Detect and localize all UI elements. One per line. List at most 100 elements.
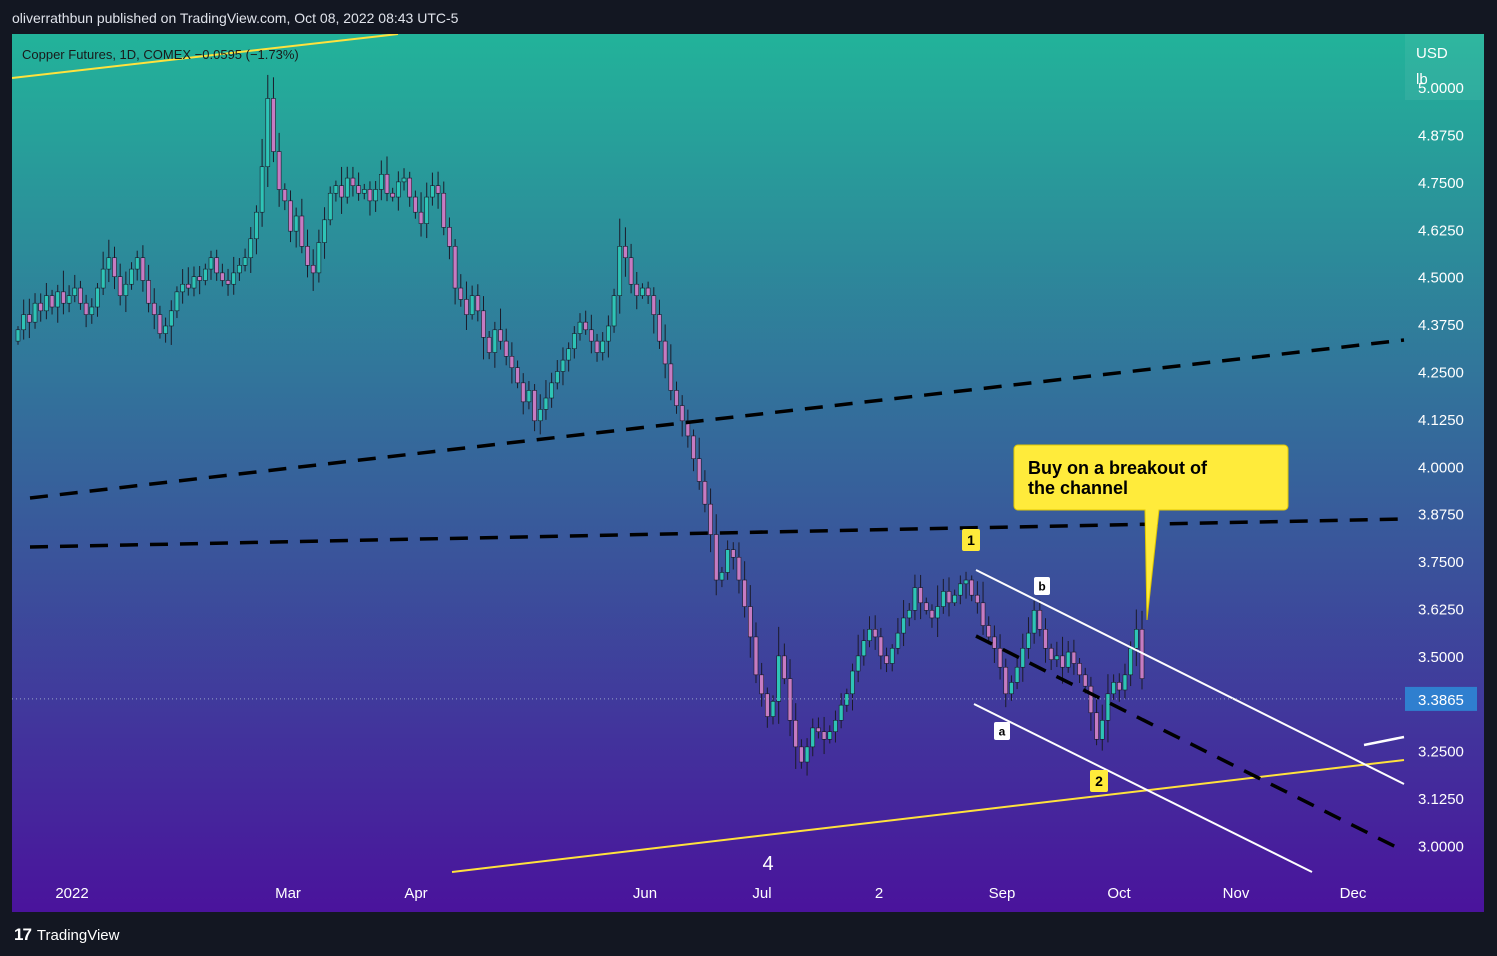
- candle-body: [742, 579, 747, 607]
- candle-body: [918, 587, 923, 604]
- candle-body: [38, 302, 44, 312]
- candle-body: [305, 246, 310, 266]
- candle-body: [15, 329, 21, 342]
- last-price-tag-bg: [1405, 686, 1477, 711]
- candle-body: [583, 321, 588, 331]
- y-tick-label: 4.0000: [1418, 459, 1464, 476]
- candle-body: [1003, 666, 1009, 695]
- candle-body: [867, 629, 872, 641]
- x-tick-label: Dec: [1340, 885, 1367, 902]
- x-tick-label: Apr: [404, 885, 427, 902]
- candle-body: [1065, 651, 1071, 668]
- candle-body: [935, 606, 940, 619]
- candle-body: [469, 295, 475, 315]
- candle-body: [770, 701, 776, 717]
- candle-body: [980, 602, 986, 626]
- candle-body: [333, 185, 339, 194]
- candle-body: [384, 173, 390, 194]
- x-tick-label: Jun: [633, 885, 657, 902]
- wave-2-label-bg: [1090, 770, 1108, 792]
- candle-body: [134, 257, 140, 270]
- wave-2-label: 2: [1090, 770, 1108, 792]
- candle-body: [554, 371, 560, 384]
- candle-body: [95, 287, 100, 308]
- candle-body: [498, 329, 503, 342]
- candle-body: [452, 246, 458, 289]
- candle-body: [180, 283, 185, 293]
- candle-body: [140, 257, 146, 281]
- wave-a-label: a: [994, 722, 1010, 740]
- candle-body: [72, 287, 78, 296]
- candle-body: [214, 257, 219, 274]
- candle-body: [78, 287, 83, 304]
- y-tick-label: 4.7500: [1418, 175, 1464, 192]
- callout-text-line1: Buy on a breakout of: [1028, 458, 1208, 478]
- candle-body: [157, 314, 163, 334]
- candle-body: [878, 636, 884, 657]
- candle-body: [606, 325, 611, 342]
- candle-body: [66, 295, 72, 304]
- candle-body: [657, 314, 662, 342]
- candle-body: [475, 295, 481, 312]
- candle-body: [1043, 629, 1048, 649]
- candle-body: [526, 390, 532, 403]
- y-tick-label: 3.5000: [1418, 649, 1464, 666]
- candle-body: [396, 181, 401, 198]
- candle-body: [1031, 610, 1037, 634]
- candle-body: [237, 265, 242, 274]
- candle-body: [543, 397, 549, 410]
- candle-body: [481, 310, 486, 338]
- candle-body: [464, 299, 469, 315]
- candle-body: [594, 340, 600, 353]
- candle-body: [259, 166, 265, 213]
- candle-body: [719, 572, 725, 581]
- channel-upper: [975, 569, 1405, 785]
- footer-brand[interactable]: 17 TradingView: [14, 924, 119, 946]
- candle-body: [100, 268, 106, 289]
- candle-body: [447, 227, 452, 247]
- candle-body: [691, 435, 696, 459]
- candle-body: [123, 283, 129, 296]
- candle-body: [220, 272, 225, 281]
- x-tick-label: 2: [875, 885, 883, 902]
- candle-body: [509, 356, 515, 368]
- candle-body: [339, 185, 344, 198]
- candle-body: [855, 655, 861, 672]
- candle-body: [373, 189, 378, 202]
- candle-body: [271, 98, 276, 152]
- candle-body: [969, 579, 974, 596]
- candle-body: [1054, 655, 1060, 660]
- candle-body: [753, 636, 759, 676]
- candle-body: [816, 727, 821, 733]
- candle-body: [49, 295, 55, 308]
- candle-body: [958, 583, 963, 596]
- candle-body: [702, 481, 708, 505]
- chart-panel[interactable]: 1 2 b a 4 Buy on a breakout of the channel Copp…: [12, 34, 1484, 912]
- candle-body: [992, 636, 997, 649]
- candle-body: [765, 693, 770, 717]
- candle-body: [748, 606, 753, 638]
- y-tick-label: 3.0000: [1418, 838, 1464, 855]
- candle-body: [112, 257, 117, 277]
- candle-body: [963, 579, 969, 585]
- candle-body: [322, 219, 327, 243]
- candle-body: [186, 283, 191, 289]
- candle-body: [361, 189, 367, 194]
- candle-body: [736, 556, 742, 581]
- last-price-tag[interactable]: 3.3865: [1405, 686, 1477, 711]
- candle-body: [89, 306, 95, 315]
- y-tick-label: 4.5000: [1418, 270, 1464, 287]
- candle-body: [810, 727, 816, 748]
- candle-body: [611, 295, 617, 327]
- candle-body: [1009, 682, 1014, 695]
- candle-body: [163, 325, 168, 334]
- candle-body: [787, 678, 793, 721]
- candle-body: [872, 629, 878, 638]
- candle-body: [1134, 629, 1139, 649]
- tradingview-logo-icon: 17: [14, 925, 32, 944]
- candle-body: [549, 382, 554, 399]
- publisher-line: oliverrathbun published on TradingView.c…: [12, 10, 459, 26]
- y-tick-label: 3.7500: [1418, 554, 1464, 571]
- y-tick-label: 3.6250: [1418, 601, 1464, 618]
